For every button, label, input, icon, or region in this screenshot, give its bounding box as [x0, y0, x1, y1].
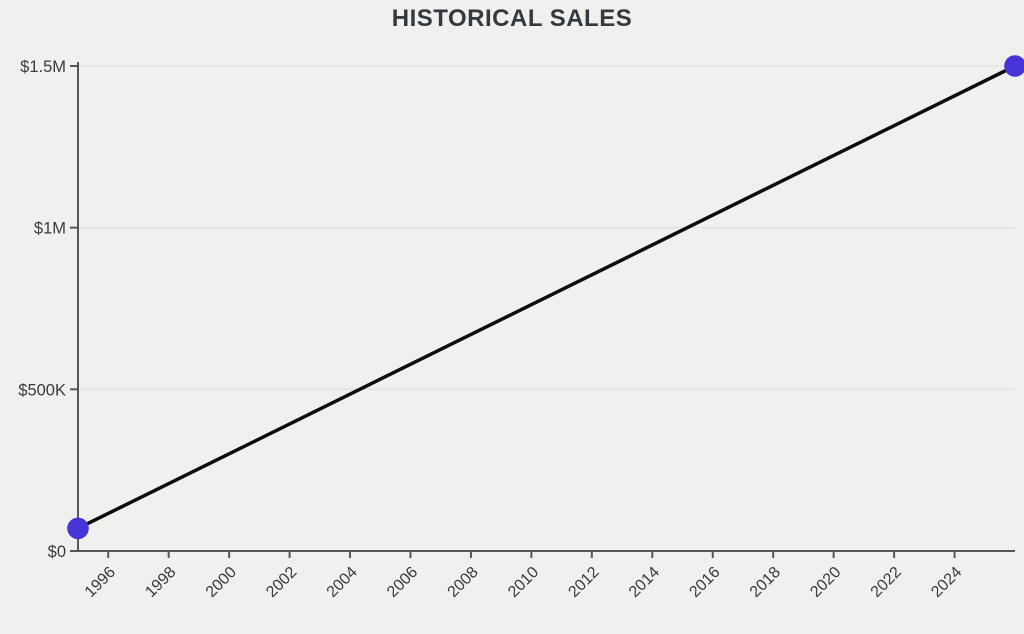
x-axis-tick-label: 2010 [505, 564, 542, 601]
x-axis-tick-label: 1998 [142, 564, 179, 601]
x-axis-tick-label: 2006 [384, 564, 421, 601]
y-axis-tick-label: $1M [34, 220, 66, 238]
x-axis-tick-label: 2024 [928, 564, 965, 601]
x-axis-tick-label: 2022 [868, 564, 905, 601]
y-axis-tick-label: $500K [18, 381, 66, 399]
x-axis-tick-label: 2000 [203, 564, 240, 601]
x-axis-tick-label: 2012 [565, 564, 602, 601]
x-axis-tick-label: 2018 [747, 564, 784, 601]
x-axis-tick-label: 1996 [82, 564, 119, 601]
y-axis-tick-label: $1.5M [20, 58, 66, 76]
x-axis-tick-label: 2004 [324, 564, 361, 601]
x-axis-tick-label: 2008 [445, 564, 482, 601]
x-axis-tick-label: 2016 [686, 564, 723, 601]
x-axis-tick-label: 2020 [807, 564, 844, 601]
data-point[interactable] [67, 517, 89, 540]
y-axis-tick-label: $0 [48, 543, 66, 561]
data-point[interactable] [1004, 55, 1024, 77]
x-axis-tick-label: 2002 [263, 564, 300, 601]
chart-title: HISTORICAL SALES [391, 5, 633, 32]
sales-line [76, 64, 1017, 531]
x-axis-tick-label: 2014 [626, 564, 663, 601]
